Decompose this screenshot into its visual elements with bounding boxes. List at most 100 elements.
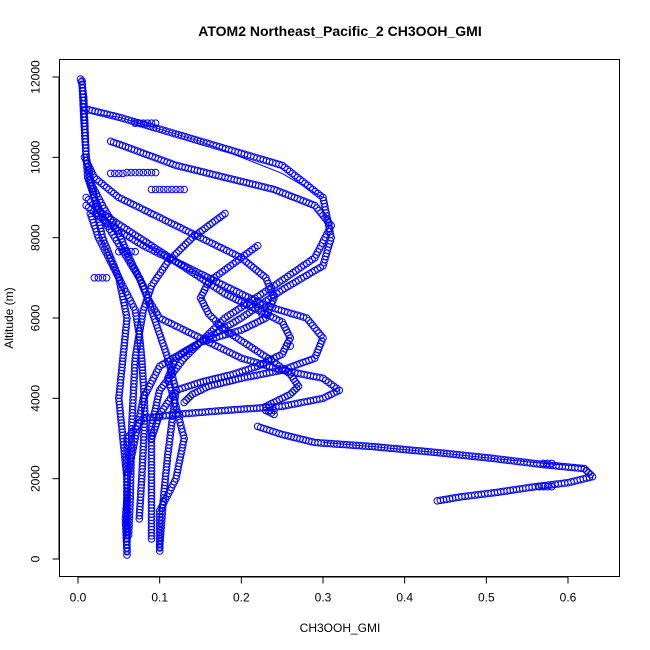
data-point — [123, 547, 131, 556]
data-point — [303, 181, 312, 190]
data-point — [304, 316, 313, 325]
data-point — [139, 168, 148, 177]
data-point — [82, 193, 90, 202]
data-point — [115, 247, 123, 256]
data-point — [282, 342, 291, 350]
data-point — [82, 201, 90, 210]
data-point — [315, 206, 323, 215]
data-point — [166, 255, 174, 264]
data-point — [143, 168, 152, 177]
data-point — [188, 233, 197, 242]
data-point — [214, 319, 222, 328]
data-point — [249, 264, 258, 272]
data-point — [307, 319, 315, 327]
data-point — [179, 242, 188, 251]
data-point — [137, 354, 146, 363]
x-tick-label: 0.1 — [151, 591, 168, 605]
data-point — [175, 247, 183, 255]
data-point — [543, 482, 552, 491]
x-tick-label: 0.6 — [560, 591, 577, 605]
data-point — [123, 168, 131, 177]
data-point — [102, 274, 111, 282]
data-point — [94, 274, 103, 282]
data-point — [177, 244, 185, 253]
data-point — [547, 459, 556, 468]
data-point — [309, 185, 317, 194]
data-point — [123, 247, 131, 256]
data-point — [107, 187, 116, 196]
data-point — [147, 491, 156, 500]
data-point — [211, 217, 219, 225]
data-point — [147, 185, 156, 194]
data-point — [123, 535, 131, 543]
data-point — [135, 119, 144, 127]
data-point — [170, 251, 179, 259]
data-point — [539, 482, 548, 491]
data-point — [123, 551, 131, 559]
x-tick-label: 0.3 — [315, 591, 332, 605]
data-point — [294, 382, 303, 391]
data-point — [313, 326, 321, 335]
data-point — [218, 211, 227, 220]
data-point — [168, 253, 177, 262]
data-point — [98, 274, 107, 282]
x-tick-label: 0.0 — [70, 591, 87, 605]
data-point — [207, 327, 216, 336]
data-point — [136, 339, 144, 347]
data-point — [293, 380, 301, 388]
data-point — [119, 247, 127, 256]
data-point — [325, 219, 333, 227]
data-point — [211, 317, 220, 325]
data-point — [286, 342, 295, 350]
data-point — [309, 321, 317, 330]
y-tick-label: 2000 — [29, 465, 43, 492]
data-point — [111, 169, 119, 178]
data-point — [147, 464, 156, 472]
data-point — [106, 169, 115, 178]
data-point — [155, 547, 164, 555]
data-point — [275, 160, 283, 169]
x-axis-label: CH3OOH_GMI — [300, 621, 381, 635]
data-point — [115, 169, 123, 178]
data-point — [221, 209, 229, 218]
data-point — [172, 185, 180, 194]
data-point — [100, 181, 108, 190]
data-point — [191, 232, 199, 240]
data-point — [290, 386, 299, 395]
data-point — [258, 310, 266, 318]
chart-title: ATOM2 Northeast_Pacific_2 CH3OOH_GMI — [198, 23, 481, 39]
data-point — [135, 515, 144, 523]
data-point — [203, 222, 212, 231]
data-point — [218, 324, 227, 332]
data-point — [147, 461, 156, 469]
data-point — [131, 247, 139, 256]
data-point — [188, 390, 197, 399]
data-point — [160, 185, 168, 194]
data-point — [135, 330, 144, 338]
data-point — [151, 168, 160, 177]
data-point — [127, 247, 135, 256]
data-point — [436, 496, 445, 505]
data-point — [147, 168, 156, 177]
data-point — [319, 211, 327, 220]
data-point — [102, 183, 111, 192]
data-point — [262, 406, 270, 415]
data-series — [76, 75, 597, 559]
data-point — [90, 274, 99, 282]
data-point — [314, 189, 322, 198]
data-point — [244, 260, 253, 268]
data-point — [262, 310, 270, 318]
data-point — [136, 342, 145, 350]
data-point — [138, 357, 146, 366]
y-axis-label: Altitude (m) — [2, 287, 16, 348]
data-point — [186, 236, 194, 244]
data-point — [254, 268, 263, 276]
data-point — [293, 173, 302, 182]
data-point — [131, 168, 139, 177]
y-tick-label: 6000 — [29, 304, 43, 331]
data-point — [138, 360, 146, 369]
data-point — [95, 177, 103, 186]
data-point — [105, 185, 113, 194]
